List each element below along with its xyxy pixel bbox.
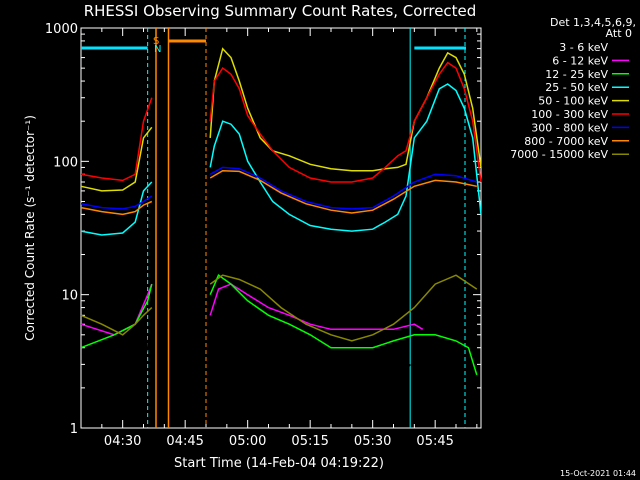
legend-label: 800 - 7000 keV bbox=[524, 135, 608, 148]
y-axis-label: Corrected Count Rate (s⁻¹ detector⁻¹) bbox=[23, 115, 37, 341]
legend-label: 25 - 50 keV bbox=[545, 81, 608, 94]
y-tick-label: 1 bbox=[70, 422, 78, 437]
series-line-0 bbox=[122, 307, 411, 419]
series-line-7 bbox=[80, 169, 477, 216]
x-tick-label: 05:00 bbox=[229, 434, 266, 449]
y-tick-label: 100 bbox=[53, 155, 78, 170]
y-tick-label: 10 bbox=[61, 289, 78, 304]
y-tick-label: 1000 bbox=[45, 22, 78, 37]
series-line-5 bbox=[80, 61, 482, 183]
x-axis-label: Start Time (14-Feb-04 04:19:22) bbox=[174, 456, 384, 471]
legend-label: 100 - 300 keV bbox=[531, 108, 608, 121]
legend-label: 12 - 25 keV bbox=[545, 68, 608, 81]
chart-title: RHESSI Observing Summary Count Rates, Co… bbox=[84, 2, 477, 20]
plot-area: 1 10 100 1000 04:30 04:45 05:00 05:15 05:30 05:45… bbox=[45, 22, 482, 449]
series-line-6 bbox=[80, 166, 478, 210]
legend-label: 300 - 800 keV bbox=[531, 121, 608, 134]
legend-header-line-2: Att 0 bbox=[606, 27, 632, 40]
series-line-8 bbox=[80, 274, 478, 342]
legend-label: 6 - 12 keV bbox=[552, 54, 608, 67]
legend-header-line-1: Det 1,3,4,5,6,9, bbox=[550, 16, 636, 29]
series-line-4 bbox=[80, 47, 482, 192]
legend-label: 7000 - 15000 keV bbox=[510, 148, 608, 161]
legend-label: 3 - 6 keV bbox=[559, 41, 608, 54]
y-axis-label-text: Corrected Count Rate (s⁻¹ detector⁻¹) bbox=[23, 115, 37, 341]
x-tick-label: 05:30 bbox=[354, 434, 391, 449]
n-marker-label: N bbox=[154, 44, 161, 55]
x-tick-label: 05:45 bbox=[416, 434, 453, 449]
x-tick-label: 04:30 bbox=[104, 434, 141, 449]
axes-frame bbox=[80, 27, 482, 429]
footer-date: 15-Oct-2021 01:44 bbox=[560, 469, 636, 478]
legend-label: 50 - 100 keV bbox=[538, 95, 608, 108]
series-line-3 bbox=[80, 83, 482, 236]
x-tick-label: 04:45 bbox=[166, 434, 203, 449]
x-tick-label: 05:15 bbox=[291, 434, 328, 449]
s-marker-label: S bbox=[153, 36, 159, 47]
